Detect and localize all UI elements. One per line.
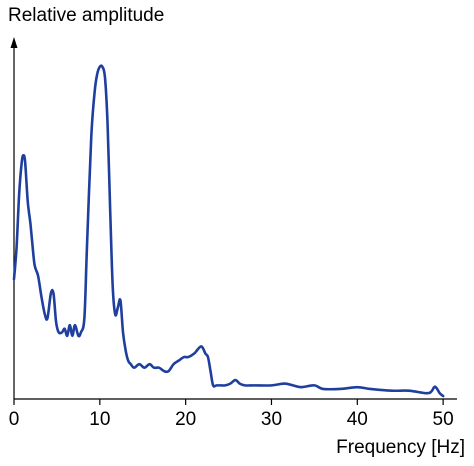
x-ticks: 0 10 20 30 40 50 [9,399,454,430]
series-line-0 [12,64,445,398]
series-layer [12,64,445,398]
x-tick-label: 30 [261,409,282,430]
x-tick-label: 10 [89,409,110,430]
x-tick-label: 20 [175,409,196,430]
y-axis-arrowhead [10,37,18,48]
x-tick-label: 0 [9,409,20,430]
x-axis-label: Frequency [Hz] [336,437,465,458]
x-tick-label: 50 [433,409,454,430]
y-axis [10,37,18,399]
x-tick-label: 40 [347,409,368,430]
y-axis-label: Relative amplitude [8,5,164,26]
